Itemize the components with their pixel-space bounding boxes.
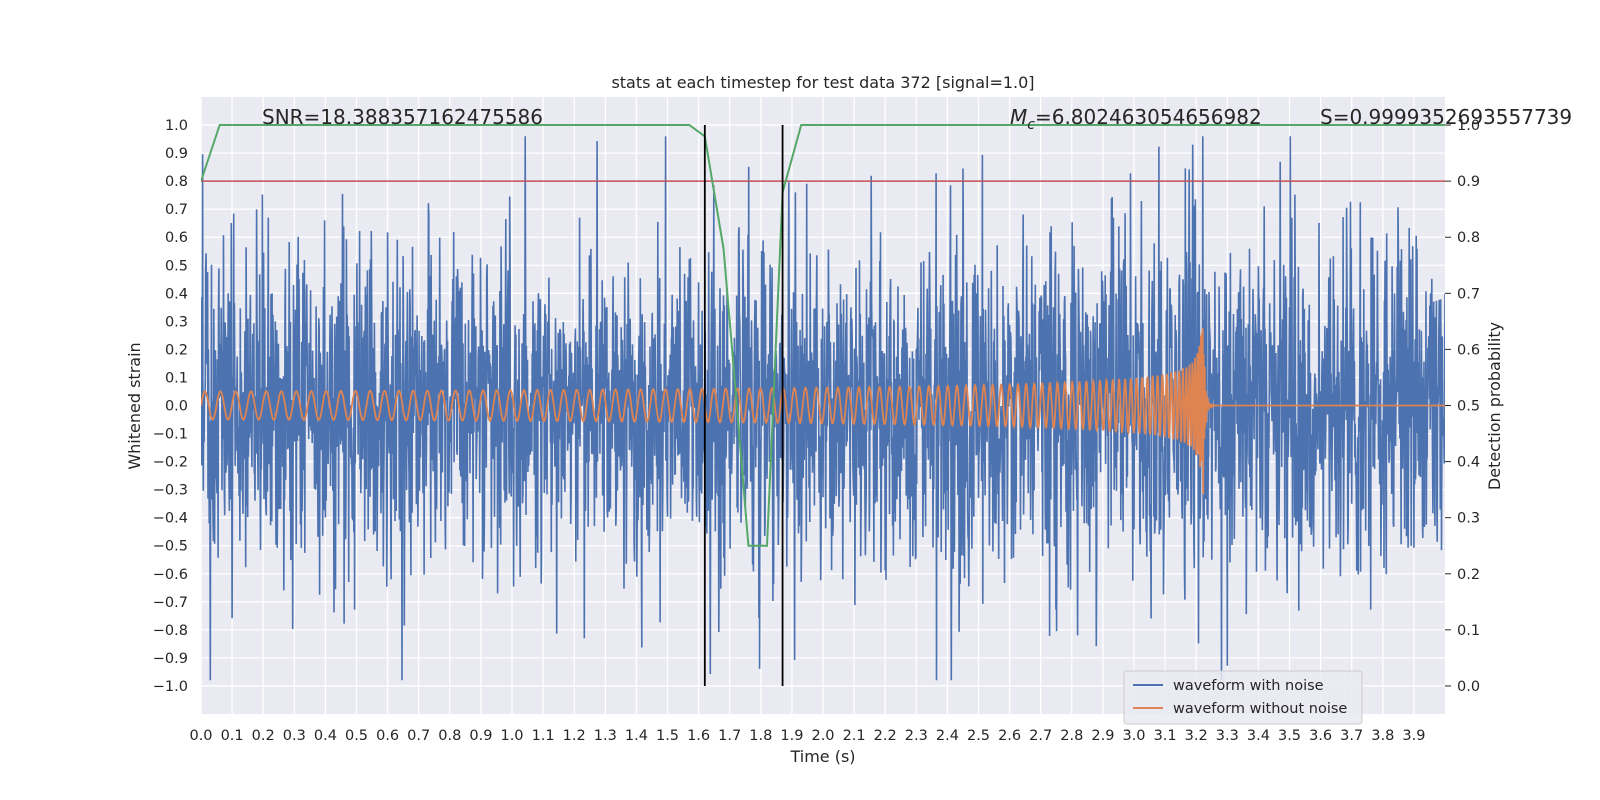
- y2-tick-label: 0.6: [1457, 342, 1480, 358]
- y-tick-label: −0.6: [153, 567, 188, 583]
- x-tick-label: 2.4: [936, 728, 959, 744]
- x-tick-label: 0.7: [407, 728, 430, 744]
- x-tick-label: 3.0: [1122, 728, 1145, 744]
- y2-tick-label: 0.3: [1457, 511, 1480, 527]
- y-tick-label: 0.8: [165, 174, 188, 190]
- y-tick-label: −0.2: [153, 455, 188, 471]
- legend-label-clean: waveform without noise: [1173, 701, 1347, 717]
- x-tick-label: 0.8: [438, 728, 461, 744]
- snr-annotation: SNR=18.388357162475586: [262, 105, 543, 129]
- x-tick-label: 2.5: [967, 728, 990, 744]
- y-tick-label: −0.8: [153, 623, 188, 639]
- x-tick-label: 3.6: [1309, 728, 1332, 744]
- x-axis-label: Time (s): [789, 747, 855, 766]
- y-tick-label: 0.0: [165, 399, 188, 415]
- x-tick-label: 0.3: [283, 728, 306, 744]
- x-tick-label: 3.9: [1402, 728, 1425, 744]
- y-tick-label: −0.1: [153, 427, 188, 443]
- y2-tick-label: 0.9: [1457, 174, 1480, 190]
- x-tick-label: 1.8: [749, 728, 772, 744]
- y-tick-label: 0.5: [165, 258, 188, 274]
- x-tick-label: 3.3: [1216, 728, 1239, 744]
- y2-axis-ticks: 1.0 0.9 0.8 0.7 0.6 0.5 0.4 0.3 0.2 0.1 0.0: [1445, 118, 1480, 695]
- y-axis-label: Whitened strain: [125, 342, 144, 469]
- x-tick-label: 2.9: [1091, 728, 1114, 744]
- mc-annotation: Mc=6.802463054656982: [1010, 105, 1262, 133]
- y-tick-label: −0.3: [153, 483, 188, 499]
- x-tick-label: 2.3: [905, 728, 928, 744]
- y-tick-label: 0.9: [165, 146, 188, 162]
- y2-tick-label: 0.4: [1457, 455, 1480, 471]
- y-tick-label: 0.4: [165, 286, 188, 302]
- x-tick-label: 2.6: [998, 728, 1021, 744]
- x-tick-label: 1.3: [594, 728, 617, 744]
- x-tick-label: 1.7: [718, 728, 741, 744]
- x-tick-label: 3.1: [1154, 728, 1177, 744]
- y-tick-label: −0.4: [153, 511, 188, 527]
- y-tick-label: −1.0: [153, 679, 188, 695]
- x-tick-label: 3.4: [1247, 728, 1270, 744]
- series-waveform-with-noise: [201, 136, 1445, 681]
- legend: waveform with noise waveform without noi…: [1123, 670, 1363, 725]
- y2-tick-label: 0.8: [1457, 230, 1480, 246]
- x-tick-label: 1.6: [687, 728, 710, 744]
- x-tick-label: 1.0: [500, 728, 523, 744]
- x-tick-label: 3.7: [1340, 728, 1363, 744]
- x-tick-label: 1.9: [780, 728, 803, 744]
- y2-tick-label: 0.2: [1457, 567, 1480, 583]
- x-tick-label: 3.2: [1185, 728, 1208, 744]
- y-tick-label: −0.7: [153, 595, 188, 611]
- x-tick-label: 2.0: [811, 728, 834, 744]
- x-tick-label: 1.5: [656, 728, 679, 744]
- y2-tick-label: 0.7: [1457, 286, 1480, 302]
- legend-label-noise: waveform with noise: [1173, 678, 1324, 694]
- y-tick-label: 0.6: [165, 230, 188, 246]
- y-tick-label: 0.3: [165, 314, 188, 330]
- x-tick-label: 2.1: [843, 728, 866, 744]
- x-tick-label: 0.5: [345, 728, 368, 744]
- x-tick-label: 2.7: [1029, 728, 1052, 744]
- x-tick-label: 1.1: [532, 728, 555, 744]
- legend-box: [1123, 670, 1363, 725]
- y-tick-label: −0.9: [153, 651, 188, 667]
- x-tick-label: 1.2: [563, 728, 586, 744]
- x-tick-label: 0.6: [376, 728, 399, 744]
- x-tick-label: 0.9: [469, 728, 492, 744]
- x-tick-label: 0.4: [314, 728, 337, 744]
- x-tick-label: 3.5: [1278, 728, 1301, 744]
- x-tick-label: 0.2: [252, 728, 275, 744]
- y-tick-label: 0.1: [165, 370, 188, 386]
- chart-title: stats at each timestep for test data 372…: [611, 73, 1034, 92]
- x-tick-label: 3.8: [1371, 728, 1394, 744]
- y-tick-label: 0.7: [165, 202, 188, 218]
- x-tick-label: 0.1: [221, 728, 244, 744]
- y-tick-label: 0.2: [165, 342, 188, 358]
- x-tick-label: 2.8: [1060, 728, 1083, 744]
- y2-axis-label: Detection probability: [1485, 322, 1504, 490]
- y-axis-ticks: 1.0 0.9 0.8 0.7 0.6 0.5 0.4 0.3 0.2 0.1 0.0 −0.1 −0.…: [153, 118, 188, 695]
- x-tick-label: 0.0: [189, 728, 212, 744]
- x-tick-label: 2.2: [874, 728, 897, 744]
- x-tick-label: 1.4: [625, 728, 648, 744]
- y-tick-label: −0.5: [153, 539, 188, 555]
- y2-tick-label: 0.5: [1457, 399, 1480, 415]
- y2-tick-label: 0.0: [1457, 679, 1480, 695]
- y-tick-label: 1.0: [165, 118, 188, 134]
- x-axis-ticks: 0.0 0.1 0.2 0.3 0.4 0.5 0.6 0.7 0.8 0.9 1.0 1.1 1.2 1…: [189, 728, 1425, 744]
- vertical-markers: [703, 125, 784, 686]
- y2-tick-label: 0.1: [1457, 623, 1480, 639]
- series-waveform-without-noise: [201, 328, 1445, 495]
- y2-tick-label: 1.0: [1457, 118, 1480, 134]
